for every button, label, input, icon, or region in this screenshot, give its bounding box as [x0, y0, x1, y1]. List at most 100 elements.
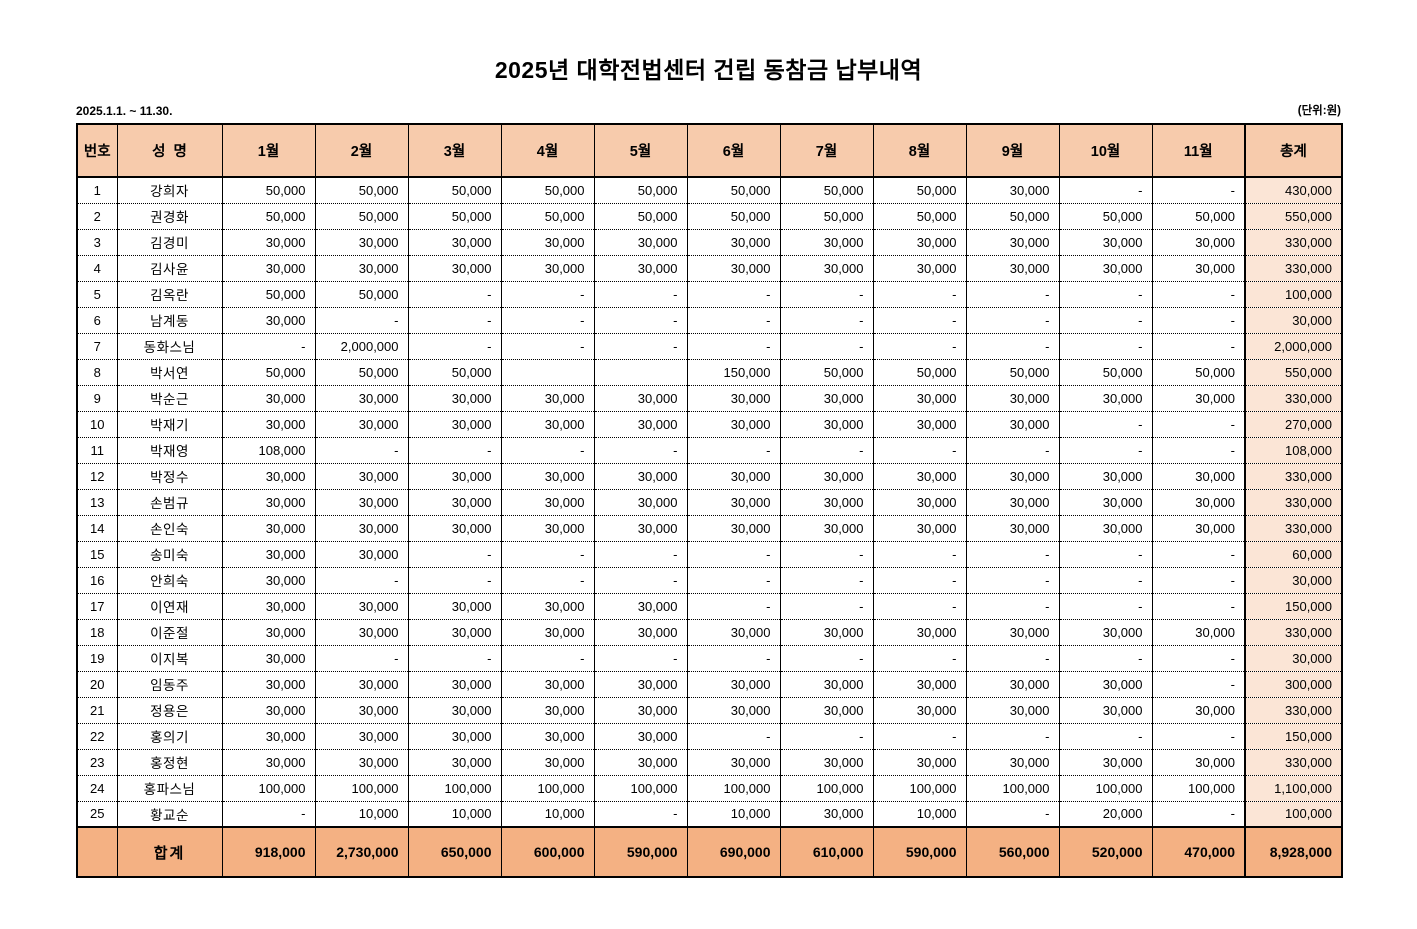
month-amount-cell: -: [1151, 333, 1246, 360]
row-total-cell: 100,000: [1244, 801, 1343, 828]
month-amount-cell: -: [686, 307, 781, 334]
month-amount-cell: 30,000: [1058, 671, 1153, 698]
page-title: 2025년 대학전법센터 건립 동참금 납부내역: [494, 57, 923, 83]
month-amount-cell: -: [965, 333, 1060, 360]
month-amount-cell: 30,000: [779, 801, 874, 828]
month-amount-cell: -: [500, 567, 595, 594]
row-number-cell: 6: [76, 307, 118, 334]
month-amount-cell: 100,000: [593, 775, 688, 802]
month-amount-cell: 50,000: [314, 281, 409, 308]
month-amount-cell: 30,000: [314, 515, 409, 542]
month-amount-cell: 30,000: [593, 723, 688, 750]
month-amount-cell: -: [1058, 333, 1153, 360]
month-amount-cell: 50,000: [1058, 359, 1153, 386]
month-amount-cell: 50,000: [593, 203, 688, 230]
month-amount-cell: 50,000: [407, 177, 502, 204]
month-amount-cell: 30,000: [779, 255, 874, 282]
month-amount-cell: 30,000: [779, 385, 874, 412]
member-name-cell: 박서연: [116, 359, 223, 386]
table-row: 10 박재기 30,000 30,000 30,000 30,000 30,000 30,00…: [76, 411, 1343, 438]
month-amount-cell: -: [500, 437, 595, 464]
column-header-m9: 9월: [965, 123, 1060, 178]
month-amount-cell: 30,000: [221, 541, 316, 568]
table-row: 7 동화스님 -2,000,000- - - - - - - - -2,000,000: [76, 333, 1343, 360]
member-name-cell: 이연재: [116, 593, 223, 620]
month-amount-cell: -: [314, 567, 409, 594]
month-amount-cell: 50,000: [686, 203, 781, 230]
month-amount-cell: 30,000: [314, 229, 409, 256]
month-amount-cell: -: [779, 593, 874, 620]
month-amount-cell: 30,000: [221, 697, 316, 724]
month-amount-cell: 100,000: [500, 775, 595, 802]
footer-month-total-cell: 560,000: [965, 826, 1060, 878]
row-total-cell: 330,000: [1244, 255, 1343, 282]
month-amount-cell: 50,000: [407, 203, 502, 230]
row-total-cell: 330,000: [1244, 749, 1343, 776]
month-amount-cell: 30,000: [500, 515, 595, 542]
member-name-cell: 홍의기: [116, 723, 223, 750]
row-number-cell: 17: [76, 593, 118, 620]
month-amount-cell: 30,000: [686, 411, 781, 438]
month-amount-cell: -: [314, 307, 409, 334]
row-total-cell: 300,000: [1244, 671, 1343, 698]
month-amount-cell: 10,000: [407, 801, 502, 828]
table-row: 20 임동주 30,000 30,000 30,000 30,000 30,000 30,00…: [76, 671, 1343, 698]
member-name-cell: 정용은: [116, 697, 223, 724]
row-total-cell: 330,000: [1244, 385, 1343, 412]
row-number-cell: 2: [76, 203, 118, 230]
month-amount-cell: -: [1151, 801, 1246, 828]
month-amount-cell: -: [593, 645, 688, 672]
month-amount-cell: -: [686, 281, 781, 308]
row-number-cell: 16: [76, 567, 118, 594]
column-header-m5: 5월: [593, 123, 688, 178]
month-amount-cell: 30,000: [500, 697, 595, 724]
month-amount-cell: 30,000: [221, 645, 316, 672]
month-amount-cell: -: [1151, 671, 1246, 698]
month-amount-cell: 50,000: [965, 203, 1060, 230]
row-total-cell: 550,000: [1244, 359, 1343, 386]
table-row: 15 송미숙 30,000 30,000- - - - - - - - -60,000: [76, 541, 1343, 568]
month-amount-cell: 50,000: [1151, 203, 1246, 230]
member-name-cell: 강희자: [116, 177, 223, 204]
month-amount-cell: 30,000: [779, 749, 874, 776]
month-amount-cell: 30,000: [686, 229, 781, 256]
month-amount-cell: 30,000: [872, 385, 967, 412]
month-amount-cell: 50,000: [779, 203, 874, 230]
table-row: 23 홍정현 30,000 30,000 30,000 30,000 30,000 30,00…: [76, 749, 1343, 776]
row-total-cell: 30,000: [1244, 567, 1343, 594]
footer-month-total-cell: 590,000: [593, 826, 688, 878]
month-amount-cell: 30,000: [221, 749, 316, 776]
month-amount-cell: 30,000: [407, 697, 502, 724]
month-amount-cell: -: [779, 307, 874, 334]
month-amount-cell: 30,000: [314, 385, 409, 412]
column-header-m10: 10월: [1058, 123, 1153, 178]
month-amount-cell: -: [779, 541, 874, 568]
month-amount-cell: [500, 359, 595, 386]
month-amount-cell: 30,000: [779, 229, 874, 256]
row-total-cell: 330,000: [1244, 697, 1343, 724]
month-amount-cell: 30,000: [779, 489, 874, 516]
row-number-cell: 19: [76, 645, 118, 672]
row-number-cell: 25: [76, 801, 118, 828]
column-header-name: 성 명: [116, 123, 223, 178]
month-amount-cell: 10,000: [686, 801, 781, 828]
month-amount-cell: 30,000: [872, 515, 967, 542]
month-amount-cell: 30,000: [221, 307, 316, 334]
month-amount-cell: 30,000: [407, 723, 502, 750]
month-amount-cell: 30,000: [221, 463, 316, 490]
month-amount-cell: -: [965, 541, 1060, 568]
month-amount-cell: 30,000: [872, 619, 967, 646]
month-amount-cell: 30,000: [221, 671, 316, 698]
month-amount-cell: -: [593, 801, 688, 828]
month-amount-cell: 30,000: [779, 515, 874, 542]
month-amount-cell: 30,000: [407, 515, 502, 542]
month-amount-cell: -: [407, 567, 502, 594]
table-row: 17 이연재 30,000 30,000 30,000 30,000 30,000- - - - -…: [76, 593, 1343, 620]
month-amount-cell: 30,000: [407, 671, 502, 698]
row-total-cell: 330,000: [1244, 619, 1343, 646]
column-header-number: 번호: [76, 123, 118, 178]
column-header-m7: 7월: [779, 123, 874, 178]
month-amount-cell: -: [593, 281, 688, 308]
row-total-cell: 330,000: [1244, 515, 1343, 542]
